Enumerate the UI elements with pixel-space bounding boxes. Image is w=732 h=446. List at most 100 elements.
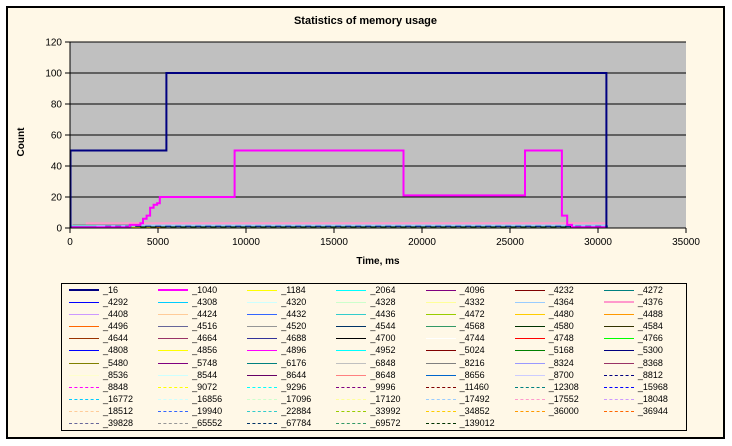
legend-line-sample: [247, 399, 278, 401]
legend-item-label: _4308: [192, 296, 218, 307]
legend-line-sample: [514, 386, 545, 388]
legend-line-sample: [425, 289, 456, 291]
legend-item: _4544: [329, 321, 418, 333]
legend-line-sample: [514, 338, 545, 340]
legend-item: _6848: [329, 357, 418, 369]
legend-item: _4516: [151, 321, 240, 333]
legend-item: _18048: [597, 394, 686, 406]
legend-line-sample: [336, 374, 367, 376]
plot-svg: 0 20 40 60 80 100 120 0 5000 10000 15000 20000 25000…: [45, 38, 700, 249]
legend-item: _5480: [62, 357, 151, 369]
x-tick-label-25000: 25000: [496, 237, 524, 248]
legend-line-sample: [425, 362, 456, 364]
legend-line-sample: [69, 301, 99, 303]
legend-line-sample: [158, 386, 189, 388]
legend-item-label: _17120: [370, 394, 401, 405]
x-tick-label-35000: 35000: [672, 237, 700, 248]
legend-item: _18512: [62, 406, 151, 418]
legend-item: _9996: [329, 381, 418, 393]
legend-line-sample: [247, 289, 278, 291]
legend-item: _5748: [151, 357, 240, 369]
legend-item-label: _8324: [548, 357, 574, 368]
legend-line-sample: [514, 350, 545, 352]
legend-item-label: _8644: [281, 369, 307, 380]
legend-item-label: _8368: [637, 357, 663, 368]
legend-item-label: _6848: [370, 357, 396, 368]
legend-item-label: _4436: [370, 308, 396, 319]
legend-item-label: _16: [103, 284, 119, 295]
x-tick-label-0: 0: [67, 237, 73, 248]
legend-line-sample: [158, 411, 189, 413]
legend-item: _4488: [597, 308, 686, 320]
legend-line-sample: [425, 386, 456, 388]
legend-item-label: _4700: [370, 333, 396, 344]
legend-item: _4408: [62, 308, 151, 320]
legend-item: _19940: [151, 406, 240, 418]
legend-item-label: _8848: [103, 381, 129, 392]
legend-line-sample: [603, 350, 634, 352]
legend-item-label: _4096: [459, 284, 485, 295]
legend-line-sample: [336, 350, 367, 352]
legend-item: _8324: [508, 357, 597, 369]
legend-item: _4272: [597, 284, 686, 296]
legend-line-sample: [603, 411, 634, 413]
legend-item: _17492: [419, 394, 508, 406]
legend-item-label: _65552: [192, 418, 223, 429]
legend-item-label: _4568: [459, 321, 485, 332]
legend-item: _11460: [419, 381, 508, 393]
legend-line-sample: [69, 374, 99, 376]
legend-item-label: _19940: [192, 406, 223, 417]
legend-item: _8216: [419, 357, 508, 369]
legend-line-sample: [514, 289, 545, 291]
legend-item-label: _4744: [459, 333, 485, 344]
y-tick-label-80: 80: [51, 100, 63, 111]
legend-item: _12308: [508, 381, 597, 393]
legend-line-sample: [69, 362, 99, 364]
legend-item-label: _6176: [281, 357, 307, 368]
legend-item-label: _11460: [459, 381, 489, 392]
legend-item-label: _4952: [370, 345, 396, 356]
legend-item: _33992: [329, 406, 418, 418]
legend-item: _8536: [62, 369, 151, 381]
legend-line-sample: [158, 399, 189, 401]
legend-item: _4376: [597, 296, 686, 308]
legend-line-sample: [514, 326, 545, 328]
legend-item-label: _16856: [192, 394, 223, 405]
legend-line-sample: [514, 399, 545, 401]
legend-item: _4320: [240, 296, 329, 308]
legend-line-sample: [603, 289, 634, 291]
legend-item-label: _34852: [459, 406, 490, 417]
legend-item: _16772: [62, 394, 151, 406]
legend-line-sample: [514, 313, 545, 315]
legend-item-label: _4544: [370, 321, 396, 332]
legend-line-sample: [336, 313, 367, 315]
legend-line-sample: [247, 423, 278, 425]
legend-item: _4480: [508, 308, 597, 320]
legend-item-label: _36944: [637, 406, 668, 417]
legend-item-label: _5748: [192, 357, 218, 368]
legend-item-label: _4748: [548, 333, 574, 344]
x-tick-label-15000: 15000: [320, 237, 348, 248]
legend-item-label: _36000: [548, 406, 579, 417]
legend-item: _4432: [240, 308, 329, 320]
legend-item-label: _5480: [103, 357, 129, 368]
legend-item-label: _4516: [192, 321, 218, 332]
legend-line-sample: [336, 338, 367, 340]
legend-line-sample: [158, 326, 189, 328]
chart-title: Statistics of memory usage: [293, 15, 438, 27]
legend-line-sample: [247, 301, 278, 303]
legend-line-sample: [514, 362, 545, 364]
legend-item-label: _15968: [637, 381, 668, 392]
legend-item-label: _9296: [281, 381, 307, 392]
legend-item: _2064: [329, 284, 418, 296]
legend-item: _39828: [62, 418, 151, 430]
legend-item-label: _4424: [192, 308, 218, 319]
legend-item: _17552: [508, 394, 597, 406]
legend-item: _9072: [151, 381, 240, 393]
legend-item: _4584: [597, 321, 686, 333]
legend-line-sample: [158, 362, 189, 364]
x-tick-label-30000: 30000: [584, 237, 612, 248]
legend-item: _15968: [597, 381, 686, 393]
legend-item: _4744: [419, 333, 508, 345]
legend-item-label: _8536: [103, 369, 129, 380]
